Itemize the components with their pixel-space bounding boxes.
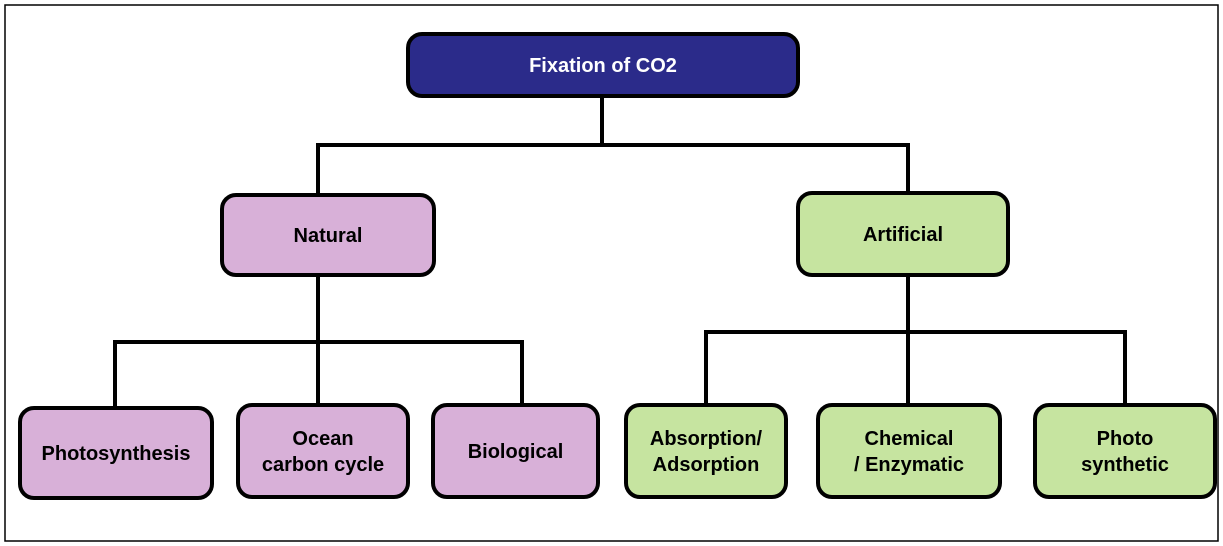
label-line: Ocean: [292, 428, 353, 450]
label-line: Chemical: [865, 428, 954, 450]
node: Biological: [431, 403, 600, 499]
node-label: Biological: [468, 441, 564, 463]
node-box: [236, 403, 410, 499]
label-line: / Enzymatic: [854, 454, 964, 476]
node-label: Ocean carbon cycle: [262, 428, 384, 476]
node-box: [406, 32, 800, 98]
label-line: Adsorption: [653, 454, 760, 476]
nodes: Fixation of CO2 Natural Photosynthesis Ocea…: [18, 32, 1217, 500]
node-label: Photosynthesis: [42, 443, 191, 465]
node-label: Absorption/Adsorption: [650, 428, 763, 476]
node: Photosynthesis: [18, 406, 214, 500]
node: Absorption/Adsorption: [624, 403, 788, 499]
node: Photo synthetic: [1033, 403, 1217, 499]
label-line: Photosynthesis: [42, 443, 191, 465]
node: Fixation of CO2: [406, 32, 800, 98]
label-line: carbon cycle: [262, 454, 384, 476]
node: Chemical / Enzymatic: [816, 403, 1002, 499]
node-box: [220, 193, 436, 277]
node-box: [816, 403, 1002, 499]
node-box: [624, 403, 788, 499]
node-label: Photo synthetic: [1081, 428, 1169, 476]
node: Ocean carbon cycle: [236, 403, 410, 499]
node-label: Chemical / Enzymatic: [854, 428, 964, 476]
node-box: [796, 191, 1010, 277]
node-box: [431, 403, 600, 499]
label-line: Absorption/: [650, 428, 763, 450]
label-line: Photo: [1097, 428, 1154, 450]
node-box: [18, 406, 214, 500]
node-label: Natural: [294, 225, 363, 247]
node-box: [1033, 403, 1217, 499]
connectors: [113, 96, 1127, 408]
node: Natural: [220, 193, 436, 277]
label-line: synthetic: [1081, 454, 1169, 476]
node-label: Fixation of CO2: [529, 55, 677, 77]
node-label: Artificial: [863, 224, 943, 246]
node: Artificial: [796, 191, 1010, 277]
label-line: Biological: [468, 441, 564, 463]
